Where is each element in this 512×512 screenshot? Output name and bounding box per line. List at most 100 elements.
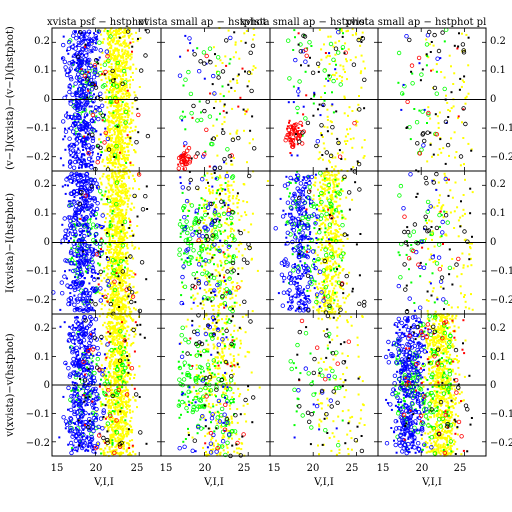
scatter-point (108, 35, 111, 38)
scatter-point (458, 88, 461, 91)
scatter-point (119, 286, 122, 289)
scatter-point (115, 215, 118, 218)
scatter-point (119, 80, 122, 83)
scatter-point (335, 295, 338, 298)
scatter-point (439, 57, 442, 60)
scatter-point (186, 154, 191, 159)
scatter-point (136, 112, 141, 118)
scatter-point (214, 100, 217, 103)
scatter-point (461, 50, 467, 55)
scatter-point (88, 79, 91, 82)
scatter-point (100, 113, 105, 118)
scatter-point (342, 296, 345, 299)
scatter-point (219, 303, 222, 305)
scatter-point (325, 77, 327, 80)
scatter-point (116, 251, 119, 254)
scatter-point (130, 275, 133, 278)
scatter-point (448, 154, 450, 157)
scatter-point (121, 217, 124, 220)
scatter-point (125, 86, 128, 89)
scatter-point (96, 252, 101, 257)
scatter-point (208, 60, 213, 65)
scatter-point (79, 67, 81, 70)
scatter-point (415, 141, 420, 146)
scatter-point (74, 53, 77, 56)
scatter-point (217, 309, 220, 312)
scatter-point (83, 127, 89, 133)
scatter-point (128, 54, 131, 57)
scatter-point (443, 40, 446, 43)
scatter-point (359, 44, 362, 47)
scatter-point (68, 71, 70, 74)
scatter-point (112, 233, 115, 236)
scatter-point (200, 256, 203, 259)
scatter-point (128, 187, 131, 190)
scatter-point (119, 261, 122, 264)
scatter-point (358, 95, 360, 97)
scatter-point (198, 257, 201, 260)
scatter-point (107, 58, 110, 61)
scatter-point (63, 65, 68, 70)
scatter-point (106, 300, 109, 303)
scatter-point (106, 213, 109, 215)
scatter-point (98, 264, 101, 267)
scatter-point (84, 43, 87, 46)
scatter-point (107, 242, 110, 245)
scatter-point (332, 182, 335, 185)
scatter-point (106, 147, 112, 152)
scatter-point (467, 64, 470, 67)
scatter-point (116, 303, 119, 306)
scatter-point (266, 180, 269, 182)
scatter-point (289, 152, 292, 154)
scatter-point (326, 276, 329, 279)
scatter-point (118, 127, 121, 130)
scatter-point (108, 226, 111, 229)
scatter-point (130, 121, 133, 124)
scatter-point (115, 31, 118, 34)
scatter-point (121, 223, 124, 226)
scatter-point (84, 68, 87, 71)
scatter-point (124, 191, 127, 193)
scatter-point (211, 273, 214, 276)
scatter-point (123, 217, 126, 220)
scatter-point (77, 64, 80, 67)
scatter-point (111, 83, 113, 86)
scatter-point (67, 144, 72, 149)
scatter-point (186, 215, 189, 217)
scatter-point (248, 71, 251, 73)
scatter-point (351, 198, 354, 201)
scatter-point (92, 277, 97, 282)
scatter-point (104, 127, 107, 130)
scatter-point (90, 253, 95, 258)
scatter-point (106, 278, 109, 281)
scatter-point (97, 107, 102, 113)
scatter-point (76, 179, 78, 182)
scatter-point (110, 73, 113, 76)
scatter-point (113, 154, 116, 157)
scatter-point (83, 135, 86, 138)
scatter-point (296, 89, 301, 94)
scatter-point (134, 273, 137, 276)
scatter-point (119, 60, 122, 62)
scatter-point (90, 157, 93, 160)
scatter-point (115, 94, 118, 97)
scatter-point (208, 185, 211, 187)
scatter-point (127, 66, 130, 69)
scatter-point (108, 251, 111, 254)
scatter-point (118, 120, 121, 123)
scatter-point (431, 155, 433, 158)
scatter-point (87, 235, 90, 237)
scatter-point (78, 187, 81, 190)
scatter-point (127, 143, 130, 146)
scatter-point (122, 288, 125, 291)
scatter-point (297, 127, 300, 129)
scatter-point (120, 107, 123, 110)
scatter-point (225, 202, 228, 205)
scatter-point (124, 93, 127, 96)
scatter-point (299, 260, 302, 263)
scatter-point (338, 228, 341, 230)
scatter-point (125, 74, 127, 76)
scatter-point (85, 200, 88, 203)
scatter-point (306, 289, 309, 292)
scatter-point (125, 97, 128, 100)
